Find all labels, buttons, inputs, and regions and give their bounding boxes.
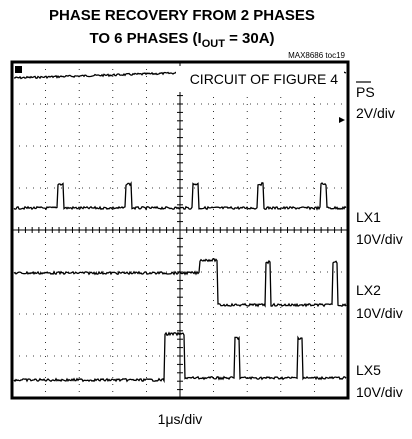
trigger-marker [15,66,22,73]
title-prefix: TO 6 PHASES (I [89,30,201,47]
title-line1: PHASE RECOVERY FROM 2 PHASES [49,7,315,24]
time-scale: 1μs/div [158,411,203,427]
title-suffix: = 30A) [225,30,275,47]
figure-tag: MAX8686 toc19 [288,51,345,60]
channel-name: LX5 [356,362,381,378]
channel-name: PS [356,84,375,100]
waveform [13,181,347,211]
level-marker [339,117,345,123]
title-sub: OUT [202,38,226,50]
channel-name: LX2 [356,282,381,298]
channel-scale: 10V/div [356,231,403,247]
channel-name: LX1 [356,209,381,225]
annotation-bg [176,66,344,92]
waveform [13,331,347,384]
annotation: CIRCUIT OF FIGURE 4 [190,71,339,87]
title-line2: TO 6 PHASES (IOUT = 30A) [89,30,274,50]
channel-scale: 10V/div [356,305,403,321]
channel-scale: 10V/div [356,384,403,400]
waveform [13,258,347,308]
channel-scale: 2V/div [356,105,395,121]
screen [10,60,350,400]
